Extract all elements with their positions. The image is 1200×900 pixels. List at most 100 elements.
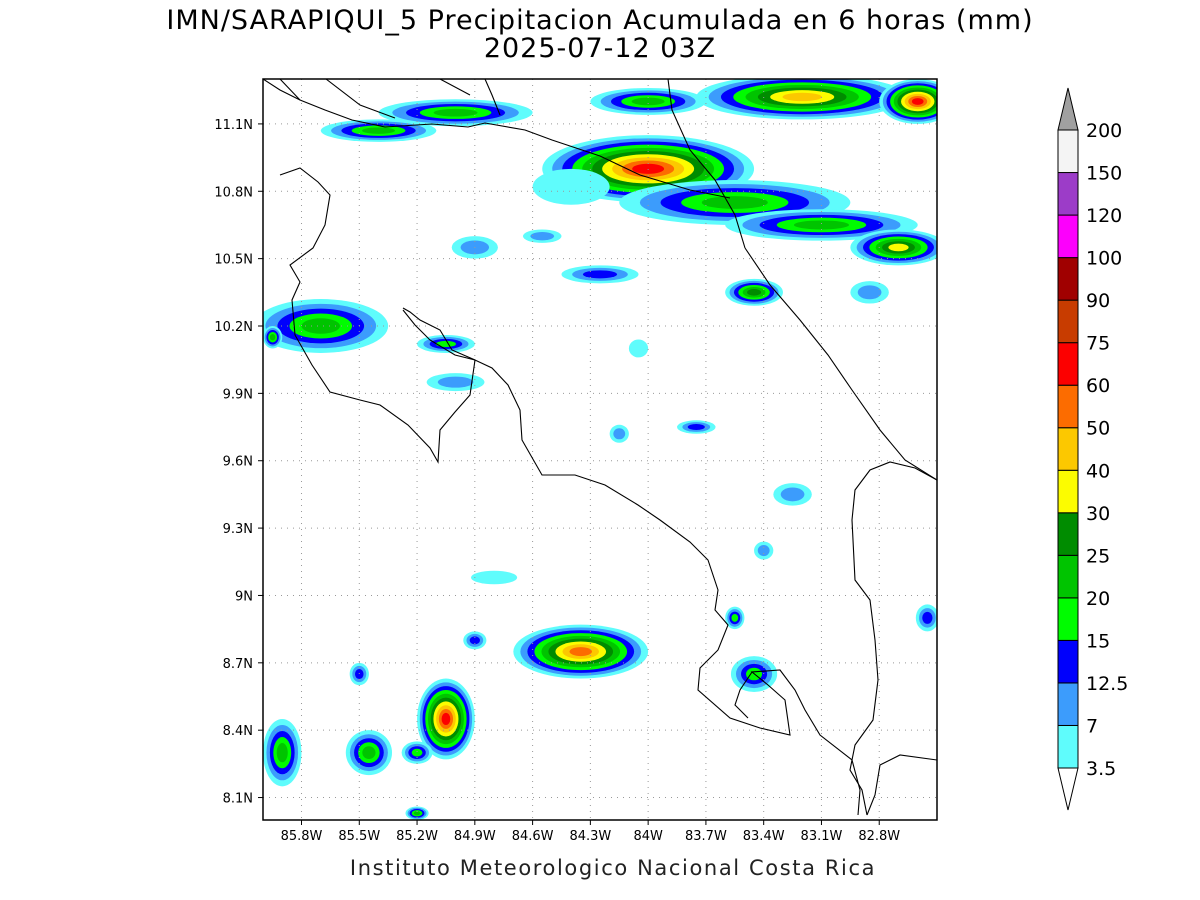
colorbar-swatch [1057,427,1079,471]
precip-cell [677,420,716,434]
lon-tick-label: 83.1W [801,829,843,844]
lon-tick-label: 84.3W [569,829,611,844]
colorbar-swatch [1057,554,1079,599]
precip-cell [463,631,487,650]
precip-contour [628,339,649,358]
precipitation-field [263,79,937,820]
precip-contour [362,127,396,134]
precip-contour [355,669,364,680]
precip-contour [569,647,592,657]
precip-contour [701,196,768,209]
lat-tick-label: 9.6N [223,455,253,470]
precip-contour [411,748,423,757]
precip-contour [687,424,705,431]
precip-cell [426,373,485,392]
precip-cell [915,604,937,632]
caribbean-coast [744,247,937,481]
precip-cell [349,662,369,686]
precip-cell [263,718,302,787]
lat-tick-label: 10.5N [214,253,253,268]
map-subtitle: 2025-07-12 03Z [483,33,717,64]
colorbar-label: 90 [1086,290,1110,312]
precip-cell [417,334,475,353]
colorbar-label: 200 [1086,120,1122,142]
precip-contour [747,289,762,296]
colorbar-label: 60 [1086,375,1110,397]
precip-cell [320,119,437,142]
precip-cell [378,99,533,127]
colorbar-swatch [1057,172,1079,216]
colorbar-label: 3.5 [1086,758,1116,780]
lat-tick-label: 9N [235,589,253,604]
axes: 85.8W 85.5W 85.2W 84.9W 84.6W 84.3W 84W 83.7W 83… [214,118,900,844]
colorbar-label: 50 [1086,418,1110,440]
colorbar-swatch [1057,214,1079,259]
precip-contour [469,636,480,645]
colorbar-swatch [1057,597,1079,641]
precip-contour [269,334,276,341]
precip-cell [696,79,909,120]
precip-contour [413,811,421,816]
precip-cell [561,265,639,284]
lake-shore-2 [484,79,501,116]
colorbar-label: 120 [1086,205,1122,227]
colorbar-label: 20 [1086,588,1110,610]
precip-cell [773,483,812,506]
nicaragua-border [263,79,731,199]
lon-tick-label: 82.8W [858,829,900,844]
lon-tick-label: 85.8W [281,829,323,844]
precip-cell [850,281,889,304]
precip-cell [417,678,475,760]
graticule [263,79,937,820]
lat-tick-label: 11.1N [214,118,253,133]
colorbar-swatch [1057,469,1079,514]
colorbar-label: 12.5 [1086,673,1128,695]
colorbar-swatch [1057,299,1079,344]
precip-cell [628,339,649,358]
precip-contour [857,285,882,300]
precip-contour [911,98,924,105]
colorbar-swatch [1057,724,1079,769]
colorbar-label: 40 [1086,460,1110,482]
precip-contour [362,746,376,760]
precip-cell [754,541,774,560]
precip-cell [401,741,433,764]
precip-contour [532,168,610,205]
plot-frame [262,78,938,821]
lat-tick-label: 8.1N [223,792,253,807]
precip-cell [345,730,393,776]
lon-tick-label: 84W [633,829,663,844]
lat-tick-label: 10.8N [214,185,253,200]
precip-cell [263,299,389,353]
colorbar-label: 15 [1086,630,1110,652]
precip-contour [632,163,665,174]
panama-coast [866,754,937,816]
precip-cell [513,624,649,679]
precip-contour [731,614,739,622]
precip-cell [879,79,937,124]
precip-cell [609,424,629,443]
lon-tick-label: 84.6W [512,829,554,844]
precip-contour [441,712,451,726]
precip-cell [522,229,562,243]
precip-contour [433,108,478,117]
colorbar-swatch [1057,129,1079,174]
colorbar-swatch [1057,384,1079,429]
lat-tick-label: 10.2N [214,320,253,335]
colorbar-label: 75 [1086,333,1110,355]
precip-cell [263,326,283,349]
lon-tick-label: 84.9W [454,829,496,844]
colorbar-label: 150 [1086,163,1122,185]
precip-contour [888,243,909,252]
colorbar-swatch [1057,512,1079,556]
colorbar-under-arrow [1057,767,1079,811]
colorbar-label: 7 [1086,715,1098,737]
lon-tick-label: 85.2W [396,829,438,844]
precip-cell [532,168,610,205]
precip-contour [437,376,474,388]
panama-border [849,461,937,816]
osa-peninsula [734,671,753,719]
colorbar-swatch [1057,639,1079,684]
colorbar: 3.5 7 12.5 15 20 25 30 40 50 60 75 90 100 120 150 200 [1057,87,1128,811]
precip-contour [435,340,456,348]
